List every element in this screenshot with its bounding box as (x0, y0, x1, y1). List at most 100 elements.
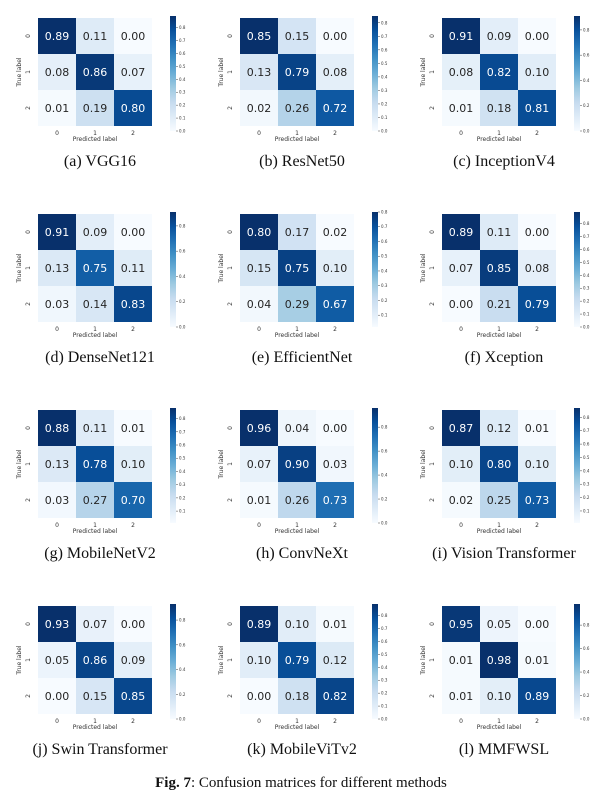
x-tick-label: 1 (93, 130, 97, 137)
matrix-cell (38, 606, 76, 642)
matrix-cell (442, 446, 480, 482)
y-tick-label: 0 (25, 426, 32, 430)
matrix-cell (316, 18, 354, 54)
colorbar (372, 408, 378, 523)
colorbar-tick-label: 0.6 (179, 642, 186, 647)
matrix-cell (240, 606, 278, 642)
y-tick-label: 1 (429, 70, 436, 74)
matrix-cell (278, 482, 316, 518)
matrix-cell (38, 18, 76, 54)
colorbar (574, 408, 580, 523)
matrix-cell (278, 18, 316, 54)
cell-value: 0.10 (525, 458, 550, 471)
matrix-cell (114, 446, 152, 482)
x-tick-label: 2 (535, 718, 539, 725)
x-axis-label: Predicted label (275, 136, 320, 143)
cell-value: 0.09 (83, 226, 108, 239)
colorbar-tick-label: 0.0 (583, 129, 590, 134)
matrix-cell (442, 642, 480, 678)
y-tick-label: 0 (429, 34, 436, 38)
matrix-cell (240, 410, 278, 446)
panel-caption: (k) MobileViTv2 (247, 741, 357, 758)
matrix-cell (518, 250, 556, 286)
cell-value: 0.11 (121, 262, 146, 275)
colorbar-tick-label: 0.2 (179, 495, 186, 500)
y-tick-label: 2 (25, 106, 32, 110)
matrix-cell (240, 446, 278, 482)
colorbar (170, 16, 176, 131)
y-axis-label: True label (16, 57, 23, 87)
matrix-cell (76, 54, 114, 90)
x-tick-label: 0 (459, 326, 463, 333)
matrix-cell (114, 250, 152, 286)
matrix-cell (480, 410, 518, 446)
colorbar (574, 16, 580, 131)
x-tick-label: 0 (55, 522, 59, 529)
matrix-cell (114, 286, 152, 322)
colorbar-tick-label: 0.1 (179, 509, 186, 514)
colorbar-tick-label: 0.8 (583, 27, 590, 32)
matrix-cell (240, 642, 278, 678)
cell-value: 0.11 (83, 422, 108, 435)
matrix-cell (76, 678, 114, 714)
cell-value: 0.05 (487, 618, 512, 631)
x-tick-label: 1 (295, 522, 299, 529)
matrix-cell (442, 410, 480, 446)
y-tick-label: 2 (429, 498, 436, 502)
cell-value: 0.17 (285, 226, 310, 239)
confusion-matrix-chart: 0.95 0.05 0.00 0.01 0.98 0.01 0.01 0.10 0.89 0 0 1 1… (420, 604, 590, 731)
cell-value: 0.10 (323, 262, 348, 275)
cell-value: 0.00 (121, 618, 146, 631)
panel-caption: (j) Swin Transformer (32, 741, 168, 758)
colorbar-tick-label: 0.0 (179, 129, 186, 134)
colorbar-tick-label: 0.8 (381, 210, 388, 215)
matrix-cell (38, 678, 76, 714)
y-tick-label: 2 (227, 498, 234, 502)
x-tick-label: 2 (333, 718, 337, 725)
matrix-cell (316, 250, 354, 286)
colorbar-tick-label: 0.7 (179, 429, 186, 434)
cell-value: 0.13 (45, 458, 70, 471)
panel-caption: (f) Xception (464, 349, 544, 366)
x-tick-label: 1 (497, 718, 501, 725)
cell-value: 0.79 (525, 298, 550, 311)
colorbar-tick-label: 0.1 (381, 313, 388, 318)
cell-value: 0.89 (247, 618, 272, 631)
x-tick-label: 2 (131, 326, 135, 333)
matrix-cell (480, 54, 518, 90)
matrix-cell (518, 446, 556, 482)
cell-value: 0.01 (45, 102, 70, 115)
y-tick-label: 2 (429, 106, 436, 110)
cell-value: 0.04 (285, 422, 310, 435)
colorbar-tick-label: 0.8 (381, 20, 388, 25)
colorbar (170, 408, 176, 523)
x-tick-label: 0 (459, 522, 463, 529)
cell-value: 0.02 (323, 226, 348, 239)
cell-value: 0.10 (285, 618, 310, 631)
matrix-cell (240, 90, 278, 126)
cell-value: 0.15 (285, 30, 310, 43)
x-tick-label: 2 (535, 522, 539, 529)
cell-value: 0.01 (449, 654, 474, 667)
matrix-cell (278, 54, 316, 90)
cell-value: 0.01 (449, 102, 474, 115)
y-axis-label: True label (218, 645, 225, 675)
matrix-cell (240, 54, 278, 90)
cell-value: 0.12 (323, 654, 348, 667)
y-tick-label: 1 (227, 658, 234, 662)
colorbar-tick-label: 0.5 (381, 61, 388, 66)
colorbar-tick-label: 0.2 (583, 693, 590, 698)
matrix-cell (240, 18, 278, 54)
matrix-cell (114, 18, 152, 54)
cell-value: 0.18 (487, 102, 512, 115)
matrix-cell (240, 482, 278, 518)
confusion-matrix-chart: 0.96 0.04 0.00 0.07 0.90 0.03 0.01 0.26 0.73 0 0 1 1… (218, 408, 388, 535)
cell-value: 0.25 (487, 494, 512, 507)
matrix-cell (518, 18, 556, 54)
x-axis-label: Predicted label (73, 136, 118, 143)
colorbar (574, 212, 580, 327)
matrix-cell (316, 446, 354, 482)
colorbar-tick-label: 0.0 (381, 521, 388, 526)
cell-value: 0.03 (45, 298, 70, 311)
